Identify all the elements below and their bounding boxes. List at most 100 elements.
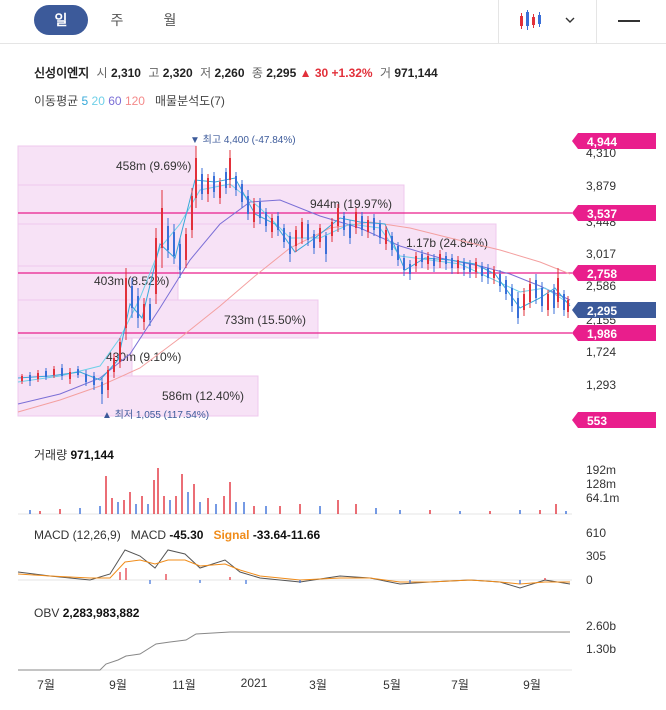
- chart-type-button[interactable]: [514, 6, 588, 36]
- candlestick-chart-icon: [520, 10, 575, 30]
- volume-value: 971,144: [394, 66, 438, 80]
- vp-label: 458m (9.69%): [116, 159, 191, 173]
- y-tick: 1,293: [586, 378, 616, 392]
- price-marker-2758: 2,758: [572, 265, 656, 281]
- price-marker-553: 553: [572, 412, 656, 428]
- signal-value: -33.64: [252, 528, 287, 542]
- vp-box: [17, 145, 197, 189]
- obv-value: 2,283,983,882: [62, 606, 140, 620]
- price-marker-3537: 3,537: [572, 205, 656, 221]
- close-label: 종: [251, 66, 263, 80]
- vp-label: 430m (9.10%): [106, 350, 181, 364]
- volume-panel-title: 거래량 971,144: [34, 448, 114, 462]
- vp-box: [17, 375, 259, 417]
- y-tick: 2.60b: [586, 619, 616, 633]
- volume-label: 거: [379, 66, 391, 80]
- vp-box: [17, 337, 133, 377]
- menu-button[interactable]: [612, 8, 646, 34]
- open-label: 시: [96, 66, 108, 80]
- x-tick: 11월: [172, 678, 196, 692]
- obv-panel-title: OBV 2,283,983,882: [34, 606, 140, 620]
- y-tick: 1,724: [586, 345, 616, 359]
- svg-text:1,986: 1,986: [587, 327, 617, 341]
- x-tick: 7월: [451, 678, 469, 692]
- y-tick: 192m: [586, 463, 616, 477]
- macd-value: -45.30: [169, 528, 204, 542]
- vp-label: 733m (15.50%): [224, 313, 306, 327]
- y-tick: 4,310: [586, 146, 616, 160]
- obv-chart[interactable]: 2.60b 1.30b: [0, 600, 666, 672]
- x-tick: 5월: [383, 678, 401, 692]
- price-summary: 신성이엔지 시 2,310 고 2,320 저 2,260 종 2,295 ▲ …: [34, 64, 438, 81]
- vp-label: 944m (19.97%): [310, 197, 392, 211]
- x-tick: 9월: [523, 678, 541, 692]
- svg-text:4,944: 4,944: [587, 135, 617, 149]
- obv-line: [18, 631, 570, 671]
- ma120-label: 120: [124, 94, 145, 108]
- indicator-legend[interactable]: 이동평균 5 20 60 120 매물분석도(7): [34, 92, 225, 109]
- toolbar-divider: [596, 0, 597, 44]
- y-tick: 1.30b: [586, 642, 616, 656]
- volume-panel-value: 971,144: [70, 448, 114, 462]
- x-tick: 7월: [37, 678, 55, 692]
- y-tick: 3,879: [586, 179, 616, 193]
- macd-line: [17, 549, 571, 589]
- y-tick: 0: [586, 573, 593, 587]
- signal-label: Signal: [213, 528, 250, 542]
- vp-label: 586m (12.40%): [162, 389, 244, 403]
- y-tick: 64.1m: [586, 491, 619, 505]
- y-tick: 305: [586, 549, 606, 563]
- high-label: 고: [148, 66, 160, 80]
- vp-box: [17, 299, 319, 339]
- x-tick: 3월: [309, 678, 327, 692]
- change-value: 30: [314, 66, 329, 80]
- svg-text:3,537: 3,537: [587, 207, 617, 221]
- vp-box: [17, 265, 179, 301]
- ma5-label: 5: [81, 94, 89, 108]
- change-percent: +1.32%: [331, 66, 373, 80]
- stock-name: 신성이엔지: [34, 66, 90, 80]
- y-tick: 610: [586, 526, 606, 540]
- svg-text:553: 553: [587, 414, 607, 428]
- menu-icon: [618, 20, 640, 22]
- max-price-label: ▼ 최고 4,400 (-47.84%): [190, 134, 296, 146]
- svg-text:2,295: 2,295: [587, 304, 617, 318]
- low-value: 2,260: [214, 66, 245, 80]
- tab-month[interactable]: 월: [163, 12, 177, 28]
- y-tick: 128m: [586, 477, 616, 491]
- candles: [21, 146, 569, 404]
- macd-histogram: [119, 568, 546, 584]
- svg-text:2,758: 2,758: [587, 267, 617, 281]
- volume-bars: [29, 468, 567, 514]
- vp-label: 1.17b (24.84%): [406, 236, 488, 250]
- moving-average-label: 이동평균: [34, 94, 79, 108]
- y-tick: 2,586: [586, 279, 616, 293]
- ma60-label: 60: [108, 94, 122, 108]
- x-axis: 7월 9월 11월 2021 3월 5월 7월 9월: [0, 672, 666, 696]
- toolbar-divider: [498, 0, 499, 44]
- current-price-marker: 2,295: [572, 302, 656, 318]
- low-label: 저: [200, 66, 212, 80]
- price-marker-4944: 4,944: [572, 133, 656, 149]
- price-chart[interactable]: 458m (9.69%) 944m (19.97%) 1.17b (24.84%…: [0, 128, 666, 428]
- macd-chart[interactable]: 610 305 0: [0, 520, 666, 598]
- open-value: 2,310: [110, 66, 141, 80]
- high-value: 2,320: [162, 66, 193, 80]
- ma20-label: 20: [91, 94, 105, 108]
- close-value: 2,295: [266, 66, 297, 80]
- tab-week[interactable]: 주: [110, 12, 124, 28]
- histogram-value: -11.66: [286, 528, 321, 542]
- period-toolbar: 일 주 월: [0, 0, 666, 44]
- macd-panel-title: MACD (12,26,9) MACD -45.30 Signal -33.64…: [34, 528, 321, 542]
- change-up-icon: ▲: [299, 66, 312, 80]
- volume-profile-label: 매물분석도(7): [155, 94, 225, 108]
- signal-line: [17, 559, 570, 585]
- tab-day[interactable]: 일: [34, 5, 88, 35]
- price-marker-1986: 1,986: [572, 325, 656, 341]
- chevron-down-icon: [565, 17, 575, 23]
- y-tick: 3,017: [586, 247, 616, 261]
- min-price-label: ▲ 최저 1,055 (117.54%): [102, 409, 209, 421]
- volume-chart[interactable]: 192m 128m 64.1m: [0, 440, 666, 516]
- x-tick: 9월: [109, 678, 127, 692]
- x-tick: 2021: [240, 676, 268, 690]
